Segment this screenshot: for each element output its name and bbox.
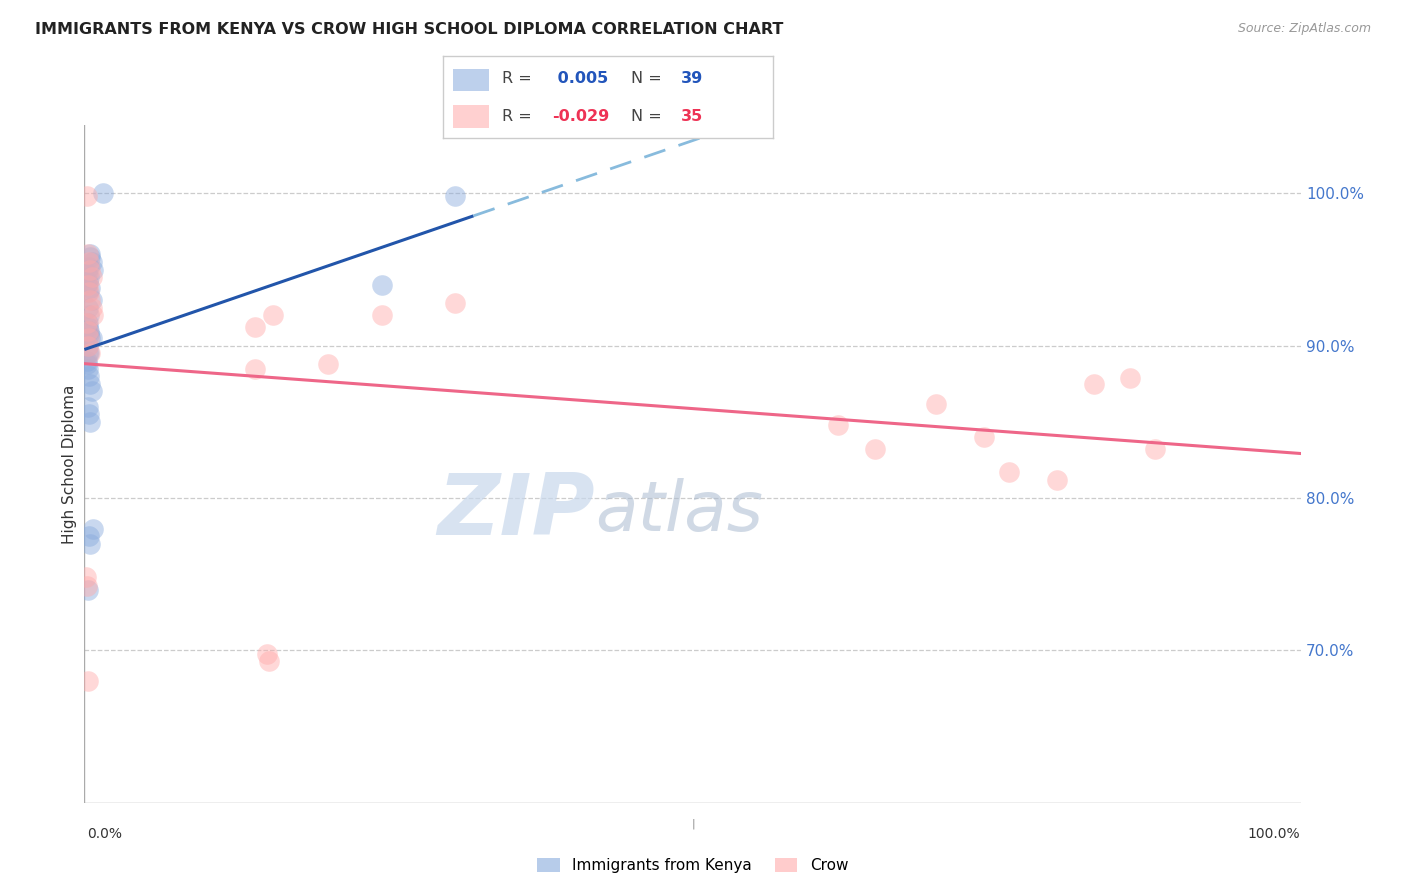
- Text: ZIP: ZIP: [437, 470, 595, 553]
- Point: [973, 430, 995, 444]
- Point: [77, 529, 100, 543]
- Point: [371, 277, 394, 292]
- Point: [1083, 376, 1105, 391]
- Point: [77, 369, 100, 384]
- Point: [77, 277, 100, 292]
- Bar: [453, 105, 489, 128]
- Point: [77, 320, 100, 334]
- Point: [75, 570, 97, 584]
- Point: [863, 442, 886, 457]
- Point: [82, 262, 104, 277]
- Point: [80, 255, 103, 269]
- Point: [77, 255, 100, 269]
- Text: atlas: atlas: [595, 478, 763, 545]
- Point: [77, 285, 100, 300]
- Point: [997, 465, 1019, 479]
- Point: [76, 354, 98, 368]
- Point: [77, 326, 100, 341]
- Point: [77, 400, 100, 414]
- Point: [77, 324, 100, 338]
- Y-axis label: High School Diploma: High School Diploma: [62, 384, 77, 543]
- Text: IMMIGRANTS FROM KENYA VS CROW HIGH SCHOOL DIPLOMA CORRELATION CHART: IMMIGRANTS FROM KENYA VS CROW HIGH SCHOO…: [35, 22, 783, 37]
- Point: [316, 357, 339, 371]
- Point: [1143, 442, 1166, 457]
- Point: [1119, 371, 1142, 385]
- Point: [79, 262, 101, 277]
- Legend: Immigrants from Kenya, Crow: Immigrants from Kenya, Crow: [537, 858, 848, 873]
- Point: [80, 301, 103, 315]
- Point: [80, 384, 103, 399]
- Point: [444, 296, 467, 310]
- Point: [77, 346, 100, 360]
- Text: R =: R =: [502, 109, 531, 124]
- Point: [76, 266, 98, 280]
- Point: [77, 285, 100, 300]
- Text: 35: 35: [681, 109, 703, 124]
- Point: [1046, 473, 1069, 487]
- Point: [79, 251, 101, 265]
- Point: [77, 316, 100, 330]
- Point: [80, 293, 103, 307]
- Point: [76, 357, 98, 371]
- Point: [257, 654, 280, 668]
- Point: [79, 537, 101, 551]
- Point: [256, 647, 278, 661]
- Point: [77, 260, 100, 274]
- Point: [76, 189, 98, 203]
- Point: [82, 522, 104, 536]
- Point: [444, 189, 467, 203]
- Point: [77, 270, 100, 285]
- Point: [77, 247, 100, 261]
- Text: 39: 39: [681, 70, 703, 86]
- Point: [79, 281, 101, 295]
- Point: [76, 579, 98, 593]
- Point: [80, 270, 103, 285]
- Text: |: |: [692, 819, 695, 830]
- Point: [371, 308, 394, 322]
- Bar: [453, 69, 489, 92]
- Text: 100.0%: 100.0%: [1249, 827, 1301, 841]
- Point: [79, 346, 101, 360]
- Point: [91, 186, 114, 201]
- Point: [77, 324, 100, 338]
- Point: [79, 415, 101, 429]
- Point: [77, 339, 100, 353]
- Point: [79, 331, 101, 345]
- Text: 0.005: 0.005: [553, 70, 609, 86]
- Point: [77, 346, 100, 360]
- Text: -0.029: -0.029: [553, 109, 609, 124]
- Point: [77, 339, 100, 353]
- Point: [77, 301, 100, 315]
- Point: [76, 316, 98, 330]
- Point: [79, 376, 101, 391]
- Text: Source: ZipAtlas.com: Source: ZipAtlas.com: [1237, 22, 1371, 36]
- Point: [827, 417, 849, 432]
- Point: [77, 361, 100, 376]
- Point: [925, 397, 948, 411]
- Point: [79, 293, 101, 307]
- Point: [77, 407, 100, 421]
- Text: N =: N =: [631, 109, 662, 124]
- Point: [77, 673, 100, 688]
- Point: [243, 361, 266, 376]
- Point: [77, 275, 100, 289]
- Point: [76, 277, 98, 292]
- Point: [77, 582, 100, 597]
- Text: R =: R =: [502, 70, 531, 86]
- Point: [79, 247, 101, 261]
- Point: [262, 308, 284, 322]
- Text: 0.0%: 0.0%: [87, 827, 122, 841]
- Point: [243, 320, 266, 334]
- Text: N =: N =: [631, 70, 662, 86]
- Point: [80, 331, 103, 345]
- Point: [82, 308, 104, 322]
- Point: [77, 331, 100, 345]
- Point: [77, 308, 100, 322]
